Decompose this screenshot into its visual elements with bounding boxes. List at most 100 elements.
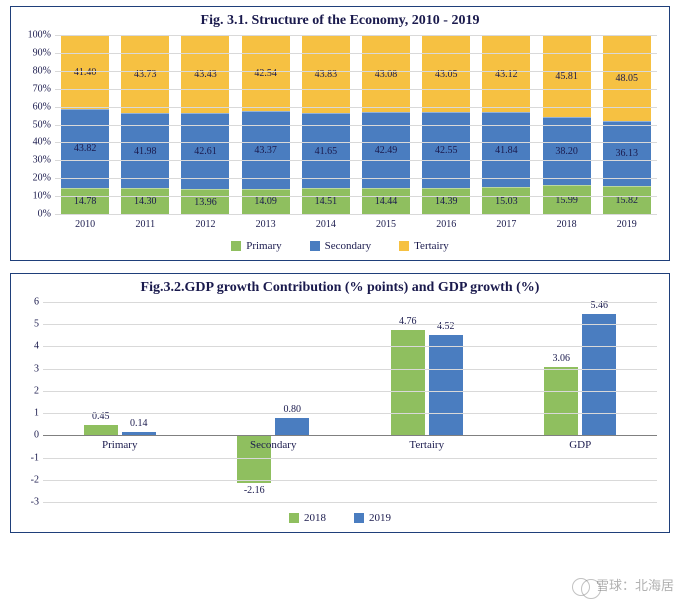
chart1-gridline	[55, 53, 657, 54]
legend-2018: 2018	[289, 512, 326, 524]
chart1-x-label: 2019	[603, 219, 651, 230]
gdp-contribution-panel: Fig.3.2.GDP growth Contribution (% point…	[10, 273, 670, 533]
segment-tertiary: 42.54	[242, 35, 290, 111]
chart2-x-label: Primary	[102, 439, 137, 451]
chart1-y-tick-label: 60%	[13, 101, 51, 112]
chart2-plot-area: 0.450.14Primary-2.160.80Secondary4.764.5…	[11, 298, 669, 506]
watermark-logo-icon	[572, 578, 590, 596]
chart1-gridline	[55, 71, 657, 72]
segment-primary: 15.82	[603, 186, 651, 214]
chart2-gridline	[43, 413, 657, 414]
chart2-y-tick-label: -1	[15, 452, 39, 463]
bar-y2018	[391, 330, 425, 436]
chart1-y-tick-label: 30%	[13, 155, 51, 166]
chart2-legend: 2018 2019	[11, 506, 669, 532]
grouped-category: 3.065.46GDP	[504, 302, 658, 502]
segment-tertiary: 43.83	[302, 35, 350, 113]
chart1-x-label: 2013	[242, 219, 290, 230]
bar-y2019	[275, 418, 309, 436]
chart2-y-tick-label: 1	[15, 408, 39, 419]
chart1-gridline	[55, 89, 657, 90]
chart1-x-label: 2016	[422, 219, 470, 230]
chart1-x-label: 2012	[181, 219, 229, 230]
bar-value-label: 3.06	[541, 353, 581, 364]
chart1-gridline	[55, 125, 657, 126]
segment-secondary: 38.20	[543, 117, 591, 185]
segment-primary: 14.39	[422, 188, 470, 214]
chart1-y-tick-label: 50%	[13, 119, 51, 130]
chart1-y-tick-label: 40%	[13, 137, 51, 148]
chart1-gridline	[55, 142, 657, 143]
chart1-x-label: 2015	[362, 219, 410, 230]
chart2-y-tick-label: 5	[15, 319, 39, 330]
segment-primary: 14.44	[362, 188, 410, 214]
segment-secondary: 43.37	[242, 111, 290, 189]
segment-tertiary: 43.05	[422, 35, 470, 112]
segment-secondary: 41.84	[482, 112, 530, 187]
segment-tertiary: 41.40	[61, 35, 109, 109]
grouped-category: 4.764.52Tertairy	[350, 302, 504, 502]
chart1-x-label: 2011	[121, 219, 169, 230]
segment-secondary: 36.13	[603, 121, 651, 186]
chart2-x-label: Secondary	[250, 439, 296, 451]
chart2-gridline	[43, 502, 657, 503]
bar-value-label: 0.14	[119, 418, 159, 429]
chart1-y-tick-label: 0%	[13, 209, 51, 220]
chart2-y-tick-label: 0	[15, 430, 39, 441]
chart2-gridline	[43, 391, 657, 392]
segment-tertiary: 48.05	[603, 35, 651, 121]
segment-primary: 14.30	[121, 188, 169, 214]
bar-value-label: 4.52	[426, 321, 466, 332]
chart1-title: Fig. 3.1. Structure of the Economy, 2010…	[11, 7, 669, 31]
bar-value-label: -2.16	[234, 485, 274, 496]
chart2-y-tick-label: 3	[15, 363, 39, 374]
segment-tertiary: 45.81	[543, 35, 591, 117]
segment-primary: 14.51	[302, 188, 350, 214]
segment-primary: 15.03	[482, 187, 530, 214]
bar-y2019	[582, 314, 616, 435]
chart1-y-tick-label: 80%	[13, 65, 51, 76]
segment-tertiary: 43.43	[181, 35, 229, 113]
chart1-gridline	[55, 196, 657, 197]
bar-y2018	[544, 367, 578, 435]
watermark: 雪球：北海居	[572, 575, 674, 596]
segment-secondary: 43.82	[61, 109, 109, 187]
legend-tertiary: Tertairy	[399, 240, 449, 252]
chart2-y-tick-label: -3	[15, 497, 39, 508]
economy-structure-panel: Fig. 3.1. Structure of the Economy, 2010…	[10, 6, 670, 261]
chart2-gridline	[43, 458, 657, 459]
chart2-gridline	[43, 480, 657, 481]
chart2-zero-line	[43, 435, 657, 436]
chart2-y-tick-label: 6	[15, 297, 39, 308]
chart1-legend: Primary Secondary Tertairy	[11, 234, 669, 260]
legend-2019: 2019	[354, 512, 391, 524]
chart1-plot-area: 14.7843.8241.4014.3041.9843.7313.9642.61…	[11, 31, 669, 234]
chart1-gridline	[55, 214, 657, 215]
chart1-x-label: 2010	[61, 219, 109, 230]
chart1-x-label: 2018	[543, 219, 591, 230]
chart1-x-label: 2017	[482, 219, 530, 230]
chart2-gridline	[43, 346, 657, 347]
chart2-title: Fig.3.2.GDP growth Contribution (% point…	[11, 274, 669, 298]
chart2-y-tick-label: -2	[15, 474, 39, 485]
chart1-y-tick-label: 10%	[13, 191, 51, 202]
segment-tertiary: 43.08	[362, 35, 410, 112]
segment-primary: 14.09	[242, 189, 290, 214]
chart2-gridline	[43, 302, 657, 303]
legend-primary: Primary	[231, 240, 281, 252]
legend-secondary: Secondary	[310, 240, 371, 252]
chart2-x-label: Tertairy	[409, 439, 444, 451]
chart2-x-label: GDP	[569, 439, 591, 451]
chart2-gridline	[43, 324, 657, 325]
chart2-y-tick-label: 2	[15, 385, 39, 396]
bar-y2019	[429, 335, 463, 435]
chart1-gridline	[55, 160, 657, 161]
chart1-gridline	[55, 107, 657, 108]
segment-primary: 13.96	[181, 189, 229, 214]
chart1-y-tick-label: 100%	[13, 30, 51, 41]
chart1-x-label: 2014	[302, 219, 350, 230]
chart1-y-tick-label: 20%	[13, 173, 51, 184]
bar-y2018	[84, 425, 118, 435]
segment-primary: 15.99	[543, 185, 591, 214]
grouped-category: -2.160.80Secondary	[197, 302, 351, 502]
